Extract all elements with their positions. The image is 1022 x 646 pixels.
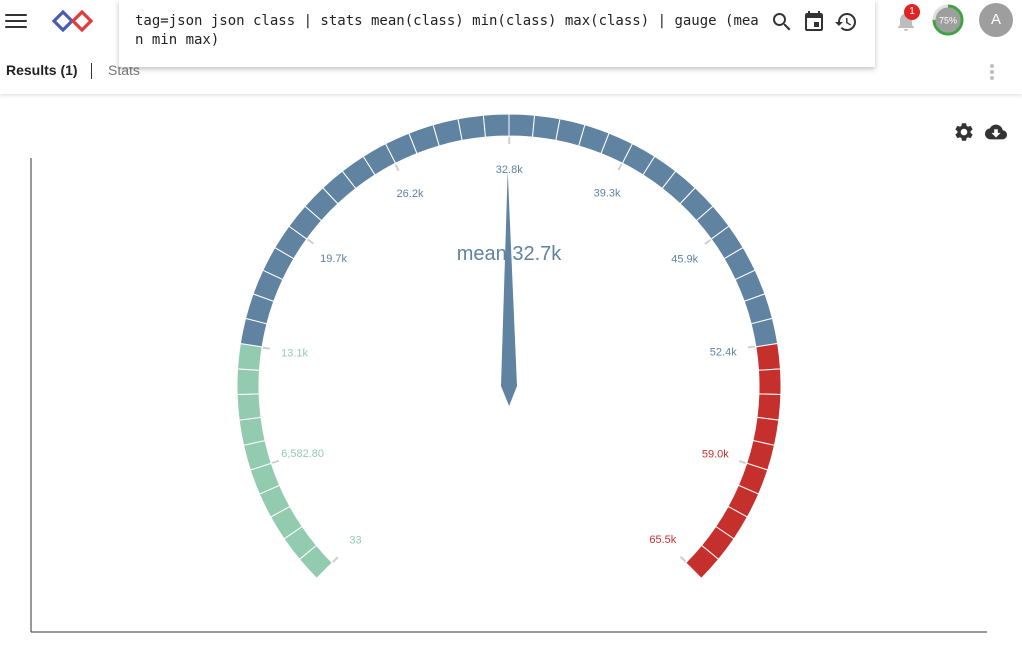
- gauge-tick: [332, 556, 339, 563]
- gauge-value-label: mean 32.7k: [457, 243, 563, 265]
- gauge-segment: [755, 342, 781, 371]
- gauge-needle-pointer: [501, 171, 517, 406]
- gauge-tick-label: 59.0k: [702, 448, 729, 460]
- gauge-ticks: [262, 136, 755, 563]
- tab-divider: [91, 63, 92, 79]
- progress-indicator: 75%: [932, 4, 964, 36]
- search-query-box[interactable]: tag=json json class | stats mean(class) …: [119, 0, 875, 67]
- gauge-segment: [237, 342, 263, 371]
- gauge-tick-label: 33: [349, 534, 361, 546]
- gauge-tick: [271, 459, 280, 464]
- gauge-segment: [685, 544, 720, 580]
- cloud-download-icon[interactable]: [984, 121, 1008, 143]
- search-input[interactable]: tag=json json class | stats mean(class) …: [135, 13, 759, 48]
- hamburger-icon[interactable]: [5, 10, 27, 32]
- more-vert-icon[interactable]: [982, 61, 1002, 81]
- infinity-logo[interactable]: [52, 9, 94, 33]
- chart-frame: [30, 158, 987, 633]
- notification-count-badge: 1: [904, 4, 920, 20]
- gauge-segment: [750, 317, 779, 348]
- gauge-tick: [738, 460, 747, 465]
- gauge-tick-label: 65.5k: [649, 534, 676, 546]
- gauge-tick-label: 32.8k: [496, 164, 523, 176]
- gauge-segment: [482, 113, 510, 138]
- gauge-tick: [747, 345, 755, 349]
- search-icon[interactable]: [770, 10, 794, 34]
- gauge-tick: [307, 238, 314, 245]
- gauge-needle: [501, 171, 517, 406]
- gauge-segments: [236, 113, 782, 580]
- gauge-segment: [238, 416, 266, 446]
- gauge-segment: [508, 113, 536, 138]
- gauge-tick: [679, 555, 687, 563]
- gauge-segment: [757, 368, 782, 396]
- calendar-icon[interactable]: [802, 10, 826, 34]
- gauge-tick-label: 26.2k: [397, 188, 424, 200]
- gear-icon[interactable]: [953, 121, 975, 143]
- gauge-chart: 33 6,582.80 13.1k 19.7k 26.2k 32.8k 39.3k 45.9k…: [30, 113, 987, 633]
- gauge-segment: [236, 393, 262, 421]
- gauge-segment: [756, 393, 782, 421]
- gauge-tick-label: 52.4k: [710, 347, 737, 359]
- gauge-tick-labels: 33 6,582.80 13.1k 19.7k 26.2k 32.8k 39.3k 45.9k…: [281, 164, 737, 546]
- gauge-segment: [236, 368, 261, 396]
- gauge-tick: [617, 163, 623, 171]
- gauge-tick: [262, 346, 271, 350]
- progress-label: 75%: [939, 16, 957, 26]
- gauge-tick-label: 45.9k: [671, 254, 698, 266]
- tab-results[interactable]: Results (1): [6, 62, 78, 78]
- history-icon[interactable]: [834, 10, 858, 34]
- gauge-tick: [394, 163, 400, 172]
- gauge-segment: [531, 114, 561, 142]
- gauge-tick-label: 6,582.80: [281, 448, 324, 460]
- gauge-tick-label: 19.7k: [320, 253, 347, 265]
- gauge-tick-label: 13.1k: [281, 348, 308, 360]
- gauge-tick: [704, 239, 712, 245]
- gauge-tick-label: 39.3k: [594, 187, 621, 199]
- avatar[interactable]: A: [979, 3, 1013, 37]
- gauge-segment: [457, 114, 487, 142]
